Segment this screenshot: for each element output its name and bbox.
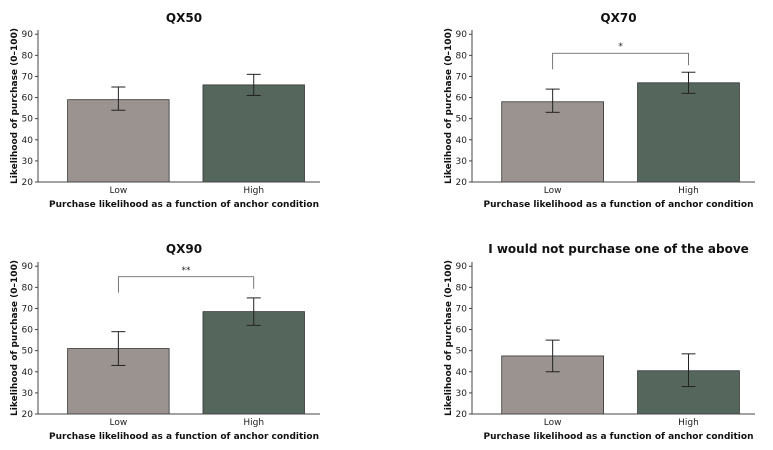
y-tick-label: 50	[456, 347, 468, 357]
y-tick-label: 40	[456, 136, 468, 146]
bar-low	[501, 101, 604, 183]
bar-high	[202, 84, 305, 183]
y-tick-label: 70	[22, 72, 34, 82]
y-tick-label: 20	[456, 410, 468, 420]
y-tick-label: 70	[22, 304, 34, 314]
significance-label: **	[182, 266, 192, 276]
bar-high	[637, 82, 740, 183]
y-tick-label: 90	[456, 30, 468, 40]
bar-low	[67, 99, 170, 183]
chart-title: QX50	[166, 11, 202, 25]
x-tick-label: High	[243, 418, 264, 428]
y-tick-label: 20	[456, 178, 468, 188]
y-axis-label: Likelihood of purchase (0–100)	[444, 28, 454, 184]
x-tick-label: Low	[110, 418, 128, 428]
y-tick-label: 90	[22, 262, 34, 272]
y-tick-label: 30	[456, 389, 468, 399]
chart-panel-4: I would not purchase one of the above 20 3…	[444, 242, 755, 442]
y-tick-label: 80	[456, 51, 468, 61]
y-tick-label: 40	[456, 368, 468, 378]
y-tick-label: 50	[22, 115, 34, 125]
y-tick-label: 70	[456, 304, 468, 314]
y-axis-label: Likelihood of purchase (0–100)	[444, 260, 454, 416]
y-tick-label: 20	[22, 178, 34, 188]
y-tick-label: 30	[22, 157, 34, 167]
significance-bracket	[117, 276, 255, 293]
chart-title: QX70	[600, 11, 636, 25]
y-axis-label: Likelihood of purchase (0–100)	[10, 260, 20, 416]
chart-title: I would not purchase one of the above	[488, 242, 749, 256]
significance-bracket	[552, 52, 689, 70]
y-tick-label: 30	[22, 389, 34, 399]
y-tick-label: 80	[22, 51, 34, 61]
y-tick-label: 40	[22, 368, 34, 378]
x-tick-label: High	[678, 418, 699, 428]
significance-label: *	[618, 42, 623, 52]
x-axis-label: Purchase likelihood as a function of anc…	[49, 200, 319, 210]
y-tick-label: 80	[456, 283, 468, 293]
y-tick-label: 60	[456, 94, 468, 104]
x-tick-label: Low	[110, 186, 128, 196]
chart-panel-3: QX90 20 30 40 50 60 70 80 90 Low High ** Purchase li…	[10, 242, 320, 442]
y-tick-label: 60	[22, 94, 34, 104]
y-axis-label: Likelihood of purchase (0–100)	[10, 28, 20, 184]
y-tick-label: 50	[22, 347, 34, 357]
chart-panel-2: QX70 20 30 40 50 60 70 80 90 Low High * Purchase lik…	[444, 11, 755, 210]
y-tick-label: 30	[456, 157, 468, 167]
y-tick-label: 60	[456, 326, 468, 336]
x-tick-label: Low	[544, 418, 562, 428]
y-tick-label: 40	[22, 136, 34, 146]
x-axis-label: Purchase likelihood as a function of anc…	[484, 200, 754, 210]
x-tick-label: Low	[544, 186, 562, 196]
y-tick-label: 60	[22, 326, 34, 336]
x-axis-label: Purchase likelihood as a function of anc…	[49, 432, 319, 442]
x-tick-label: High	[678, 186, 699, 196]
x-axis-label: Purchase likelihood as a function of anc…	[484, 432, 754, 442]
y-tick-label: 80	[22, 283, 34, 293]
y-tick-label: 70	[456, 72, 468, 82]
x-tick-label: High	[243, 186, 264, 196]
y-tick-label: 50	[456, 115, 468, 125]
y-tick-label: 90	[456, 262, 468, 272]
y-tick-label: 90	[22, 30, 34, 40]
y-tick-label: 20	[22, 410, 34, 420]
bar-high	[202, 311, 305, 415]
chart-panel-1: QX50 20 30 40 50 60 70 80 90 Low High Purchase like…	[10, 11, 320, 210]
chart-title: QX90	[166, 242, 202, 256]
